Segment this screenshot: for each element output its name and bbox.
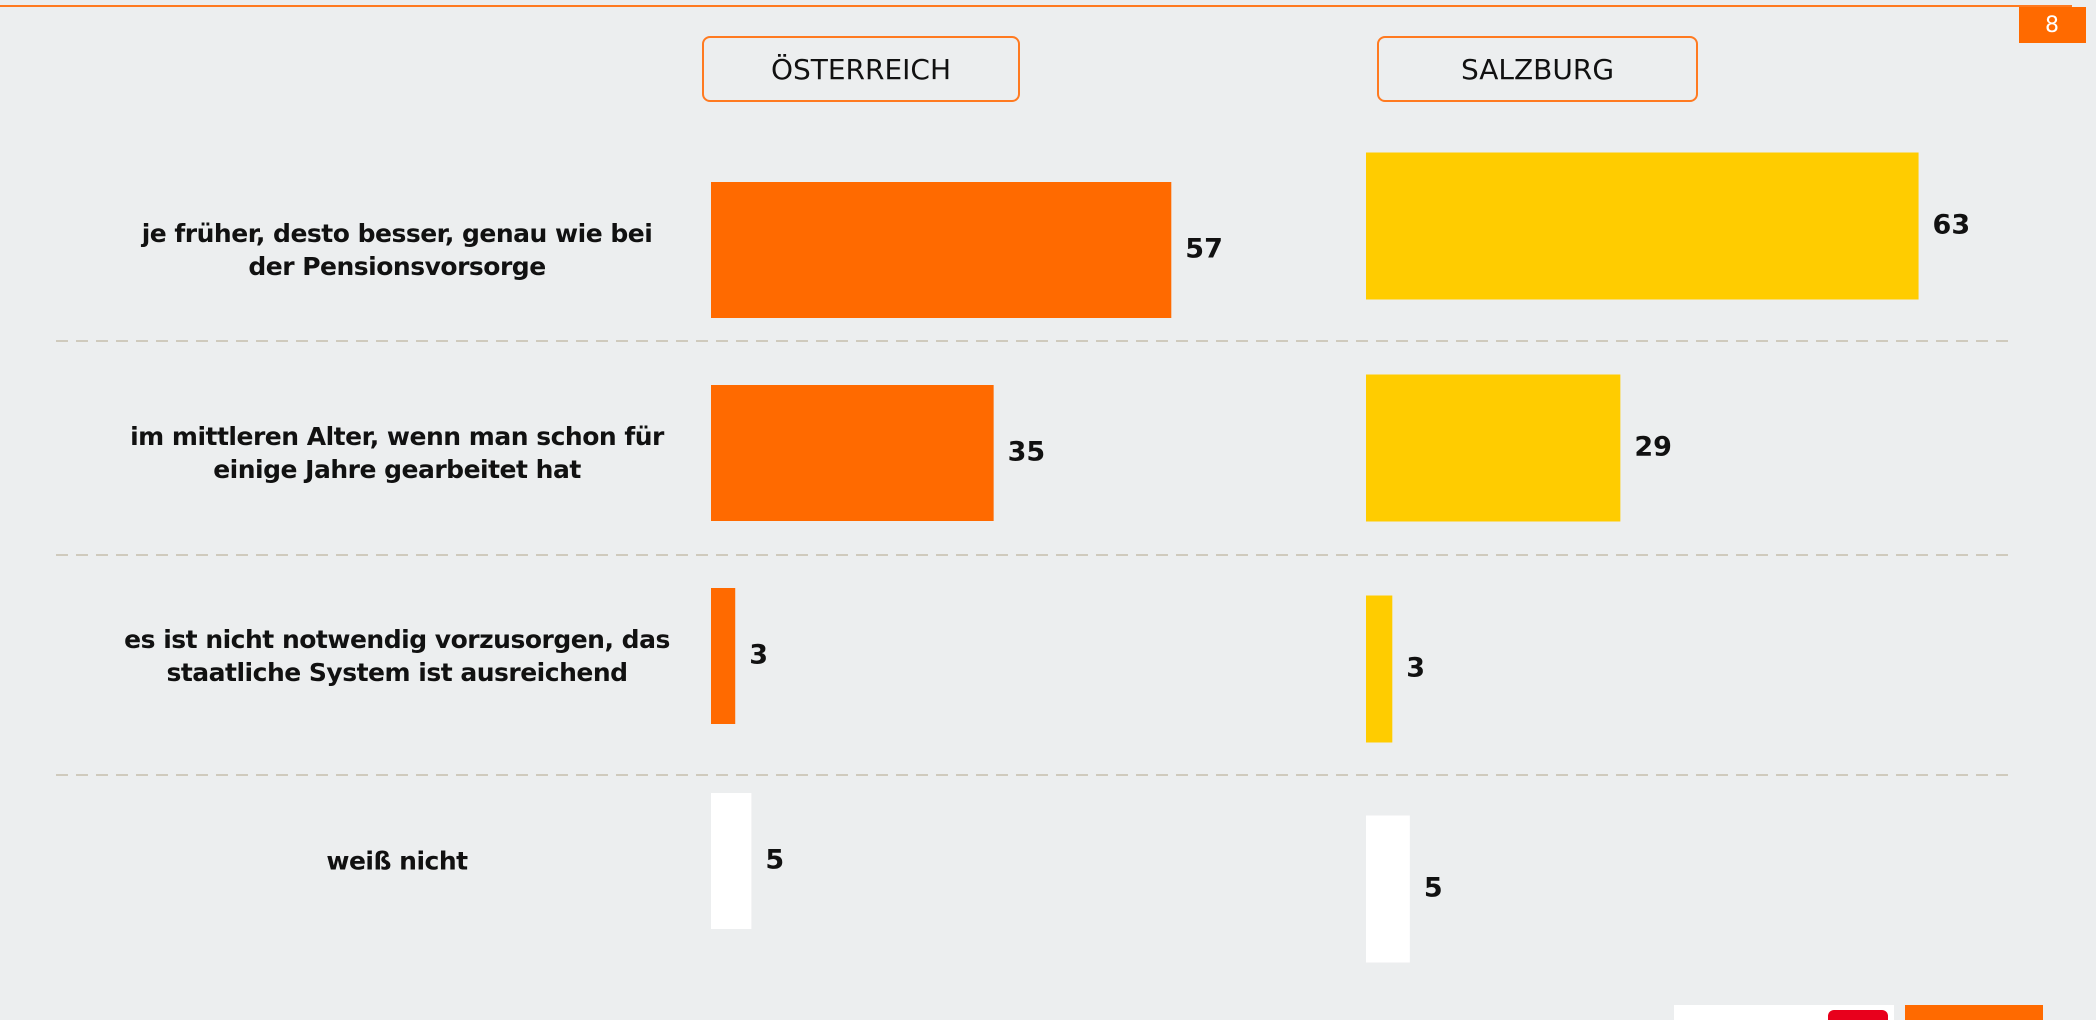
bar bbox=[1366, 815, 1410, 963]
panel-title: ÖSTERREICH bbox=[702, 36, 1020, 102]
page-number-box bbox=[2019, 7, 2086, 43]
value-label: 5 bbox=[1424, 873, 1443, 904]
value-label: 5 bbox=[765, 845, 784, 876]
bar bbox=[1366, 374, 1621, 522]
value-label: 3 bbox=[1406, 653, 1425, 684]
category-label: weiß nicht bbox=[326, 846, 468, 876]
bar bbox=[711, 182, 1172, 318]
logo-mark bbox=[1828, 1010, 1888, 1020]
bar bbox=[711, 385, 994, 521]
page-number: 8 bbox=[2045, 13, 2059, 38]
category-label: es ist nicht notwendig vorzusorgen, das … bbox=[124, 625, 670, 687]
bar bbox=[1366, 595, 1393, 743]
bar bbox=[711, 793, 752, 929]
value-label: 57 bbox=[1185, 234, 1223, 265]
footer-box bbox=[1905, 1005, 2043, 1020]
category-label: im mittleren Alter, wenn man schon für e… bbox=[130, 422, 664, 484]
value-label: 29 bbox=[1634, 432, 1672, 463]
value-label: 63 bbox=[1933, 210, 1971, 241]
bar bbox=[711, 588, 736, 724]
bar bbox=[1366, 152, 1919, 300]
value-label: 35 bbox=[1008, 437, 1046, 468]
category-label: je früher, desto besser, genau wie bei d… bbox=[141, 219, 653, 281]
panel-title: SALZBURG bbox=[1377, 36, 1698, 102]
value-label: 3 bbox=[749, 640, 768, 671]
